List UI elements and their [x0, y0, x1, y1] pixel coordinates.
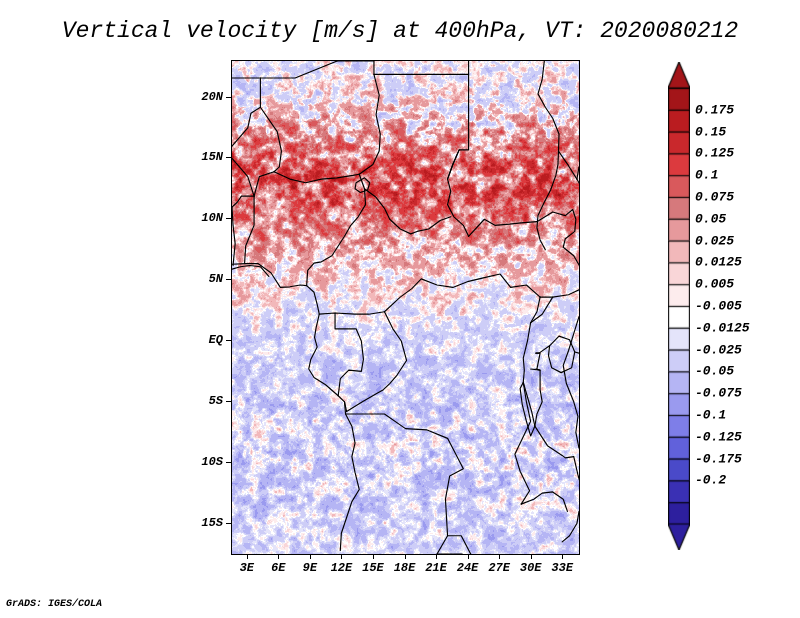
- colorbar-tick-label: -0.175: [695, 451, 742, 467]
- x-axis-tick-mark: [373, 554, 374, 559]
- x-axis-tick-label: 6E: [271, 561, 286, 575]
- y-axis-tick-mark: [226, 218, 231, 219]
- y-axis-tick-mark: [226, 462, 231, 463]
- vertical-velocity-heatmap: [232, 61, 579, 554]
- colorbar-gradient: [668, 62, 690, 550]
- colorbar-tick-label: -0.025: [695, 342, 742, 358]
- y-axis-tick-label: 5N: [208, 272, 223, 287]
- x-axis-tick-label: 15E: [362, 561, 384, 575]
- colorbar-tick-label: -0.05: [695, 363, 735, 379]
- x-axis-tick-label: 12E: [330, 561, 353, 575]
- colorbar-tick-label: -0.1: [695, 407, 727, 423]
- y-axis-tick-mark: [226, 97, 231, 98]
- y-axis-tick-label: EQ: [208, 332, 223, 347]
- y-axis-tick-label: 10N: [201, 211, 223, 226]
- y-axis-tick-mark: [226, 279, 231, 280]
- x-axis-tick-mark: [468, 554, 469, 559]
- colorbar: [668, 62, 690, 550]
- x-axis-tick-mark: [562, 554, 563, 559]
- x-axis-tick-mark: [310, 554, 311, 559]
- x-axis-tick-label: 30E: [519, 561, 542, 575]
- x-axis-tick-label: 27E: [488, 561, 510, 575]
- x-axis-tick-label: 3E: [239, 561, 254, 575]
- x-axis-tick-mark: [531, 554, 532, 559]
- colorbar-tick-label: 0.0125: [695, 254, 742, 270]
- x-axis-tick-mark: [499, 554, 500, 559]
- colorbar-tick-label: 0.075: [695, 189, 735, 205]
- x-axis-tick-mark: [405, 554, 406, 559]
- x-axis-tick-mark: [436, 554, 437, 559]
- y-axis-tick-label: 15N: [201, 150, 223, 165]
- y-axis-tick-label: 5S: [208, 393, 223, 408]
- x-axis-tick-mark: [278, 554, 279, 559]
- x-axis-tick-label: 21E: [425, 561, 447, 575]
- x-axis-tick-label: 9E: [302, 561, 318, 575]
- y-axis-tick-mark: [226, 340, 231, 341]
- colorbar-tick-label: 0.025: [695, 233, 735, 249]
- y-axis-tick-mark: [226, 157, 231, 158]
- colorbar-tick-label: 0.175: [695, 102, 735, 118]
- colorbar-tick-label: -0.125: [695, 429, 742, 445]
- colorbar-tick-label: 0.005: [695, 276, 735, 292]
- x-axis-tick-label: 33E: [551, 561, 574, 575]
- colorbar-tick-label: 0.125: [695, 145, 735, 161]
- map-plot-area: [231, 60, 580, 555]
- colorbar-tick-label: 0.05: [695, 211, 727, 227]
- x-axis-tick-mark: [247, 554, 248, 559]
- footer-credit: GrADS: IGES/COLA: [6, 599, 103, 610]
- x-axis-tick-mark: [341, 554, 342, 559]
- x-axis-tick-label: 18E: [393, 561, 416, 575]
- y-axis-tick-label: 10S: [201, 454, 223, 469]
- x-axis-tick-label: 24E: [456, 561, 479, 575]
- colorbar-tick-label: 0.1: [695, 167, 719, 183]
- colorbar-tick-label: -0.0125: [695, 320, 750, 336]
- y-axis-tick-label: 15S: [201, 515, 223, 530]
- colorbar-tick-label: -0.075: [695, 385, 742, 401]
- y-axis-tick-label: 20N: [201, 89, 223, 104]
- y-axis-tick-mark: [226, 401, 231, 402]
- colorbar-tick-label: -0.005: [695, 298, 742, 314]
- colorbar-tick-label: -0.2: [695, 472, 727, 488]
- y-axis-tick-mark: [226, 523, 231, 524]
- colorbar-tick-label: 0.15: [695, 124, 727, 140]
- page-title: Vertical velocity [m/s] at 400hPa, VT: 2…: [61, 18, 739, 44]
